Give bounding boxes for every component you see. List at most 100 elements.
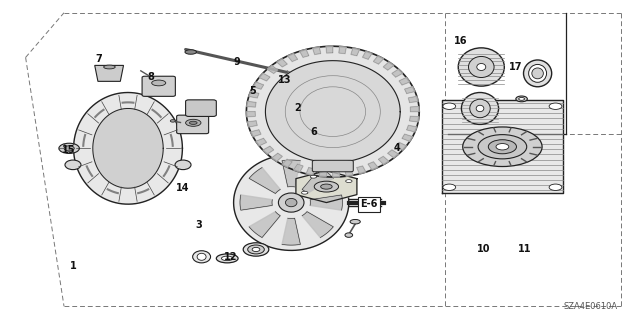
Polygon shape	[383, 62, 394, 70]
Ellipse shape	[185, 50, 196, 54]
Polygon shape	[249, 92, 259, 98]
Polygon shape	[333, 170, 340, 177]
Ellipse shape	[518, 98, 524, 100]
Polygon shape	[362, 51, 372, 59]
Polygon shape	[251, 130, 261, 137]
Circle shape	[443, 103, 456, 109]
Circle shape	[488, 140, 516, 154]
Polygon shape	[267, 65, 278, 73]
Text: 3: 3	[195, 220, 202, 230]
Text: SZA4E0610A: SZA4E0610A	[563, 302, 618, 311]
FancyBboxPatch shape	[312, 160, 353, 172]
Ellipse shape	[310, 175, 317, 178]
Text: 4: 4	[394, 143, 400, 153]
Text: 13: 13	[278, 75, 292, 85]
Circle shape	[463, 127, 542, 167]
Polygon shape	[408, 96, 418, 102]
Polygon shape	[442, 100, 563, 193]
Polygon shape	[282, 218, 300, 245]
Circle shape	[64, 146, 74, 151]
Ellipse shape	[243, 243, 269, 256]
Ellipse shape	[221, 256, 233, 261]
Ellipse shape	[314, 181, 339, 192]
Polygon shape	[246, 101, 256, 107]
Text: 14: 14	[175, 182, 189, 193]
Ellipse shape	[321, 184, 332, 189]
Polygon shape	[319, 170, 326, 177]
Text: 11: 11	[518, 244, 532, 254]
Polygon shape	[256, 138, 266, 146]
Ellipse shape	[476, 105, 484, 112]
Ellipse shape	[252, 248, 260, 251]
Text: E-6: E-6	[360, 199, 378, 209]
Ellipse shape	[175, 160, 191, 170]
Polygon shape	[351, 48, 360, 56]
Polygon shape	[339, 47, 346, 54]
Polygon shape	[246, 112, 255, 117]
Text: 9: 9	[234, 57, 240, 67]
Text: 5: 5	[250, 86, 256, 96]
Polygon shape	[345, 169, 353, 176]
FancyBboxPatch shape	[186, 100, 216, 116]
Polygon shape	[240, 195, 272, 210]
Ellipse shape	[458, 48, 504, 86]
Text: 7: 7	[96, 54, 102, 64]
Ellipse shape	[248, 245, 264, 254]
Polygon shape	[310, 195, 342, 210]
Ellipse shape	[345, 233, 353, 237]
Polygon shape	[396, 142, 406, 150]
Text: 6: 6	[310, 127, 317, 137]
Ellipse shape	[189, 121, 197, 124]
Text: 12: 12	[223, 252, 237, 262]
Polygon shape	[272, 153, 282, 161]
Polygon shape	[93, 108, 163, 188]
Polygon shape	[373, 56, 383, 64]
Ellipse shape	[461, 93, 499, 124]
Polygon shape	[259, 73, 270, 81]
Ellipse shape	[532, 68, 543, 79]
Polygon shape	[378, 156, 389, 165]
Ellipse shape	[468, 56, 494, 78]
Polygon shape	[306, 167, 315, 175]
Polygon shape	[276, 59, 287, 67]
Circle shape	[59, 143, 79, 153]
Text: 15: 15	[62, 145, 76, 155]
Ellipse shape	[477, 63, 486, 70]
Polygon shape	[294, 164, 303, 172]
FancyBboxPatch shape	[142, 76, 175, 96]
Ellipse shape	[285, 198, 297, 207]
Polygon shape	[402, 134, 413, 141]
Polygon shape	[388, 150, 399, 158]
Polygon shape	[246, 46, 419, 177]
Polygon shape	[282, 159, 292, 167]
Polygon shape	[300, 49, 308, 57]
Ellipse shape	[301, 191, 308, 194]
Circle shape	[549, 103, 562, 109]
Ellipse shape	[170, 120, 175, 122]
Text: 8: 8	[147, 71, 154, 82]
Ellipse shape	[470, 99, 490, 118]
Ellipse shape	[278, 193, 304, 212]
Ellipse shape	[186, 119, 201, 126]
Polygon shape	[287, 53, 298, 62]
Ellipse shape	[346, 180, 352, 182]
Ellipse shape	[516, 96, 527, 102]
Polygon shape	[234, 155, 349, 250]
Polygon shape	[399, 78, 410, 85]
Ellipse shape	[104, 65, 115, 69]
Polygon shape	[404, 87, 415, 93]
Text: 16: 16	[454, 36, 468, 47]
Ellipse shape	[65, 160, 81, 170]
Text: 17: 17	[508, 62, 522, 72]
Polygon shape	[326, 46, 333, 53]
Polygon shape	[368, 162, 378, 170]
Polygon shape	[248, 121, 257, 127]
Polygon shape	[266, 61, 400, 163]
Polygon shape	[302, 211, 333, 238]
Polygon shape	[263, 146, 274, 154]
Polygon shape	[410, 107, 419, 112]
Polygon shape	[74, 93, 182, 204]
FancyBboxPatch shape	[177, 115, 209, 134]
Text: 1: 1	[70, 261, 77, 271]
Ellipse shape	[216, 254, 238, 263]
